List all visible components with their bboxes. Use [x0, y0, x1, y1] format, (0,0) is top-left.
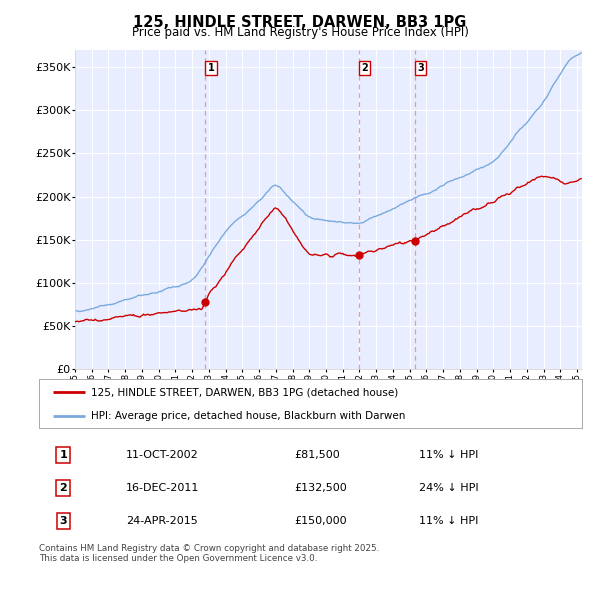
Text: Contains HM Land Registry data © Crown copyright and database right 2025.
This d: Contains HM Land Registry data © Crown c… — [39, 544, 379, 563]
Text: HPI: Average price, detached house, Blackburn with Darwen: HPI: Average price, detached house, Blac… — [91, 411, 405, 421]
Text: £132,500: £132,500 — [294, 483, 347, 493]
Text: 125, HINDLE STREET, DARWEN, BB3 1PG: 125, HINDLE STREET, DARWEN, BB3 1PG — [133, 15, 467, 30]
Text: 24-APR-2015: 24-APR-2015 — [126, 516, 197, 526]
Text: £150,000: £150,000 — [294, 516, 347, 526]
Text: 3: 3 — [417, 63, 424, 73]
Text: £81,500: £81,500 — [294, 450, 340, 460]
Text: 2: 2 — [59, 483, 67, 493]
Text: 24% ↓ HPI: 24% ↓ HPI — [419, 483, 479, 493]
Text: 11% ↓ HPI: 11% ↓ HPI — [419, 450, 478, 460]
Text: 3: 3 — [59, 516, 67, 526]
Text: Price paid vs. HM Land Registry's House Price Index (HPI): Price paid vs. HM Land Registry's House … — [131, 26, 469, 39]
Text: 2: 2 — [361, 63, 368, 73]
Text: 11% ↓ HPI: 11% ↓ HPI — [419, 516, 478, 526]
Text: 1: 1 — [59, 450, 67, 460]
Text: 11-OCT-2002: 11-OCT-2002 — [126, 450, 199, 460]
Text: 16-DEC-2011: 16-DEC-2011 — [126, 483, 199, 493]
Text: 1: 1 — [208, 63, 214, 73]
Text: 125, HINDLE STREET, DARWEN, BB3 1PG (detached house): 125, HINDLE STREET, DARWEN, BB3 1PG (det… — [91, 388, 398, 398]
